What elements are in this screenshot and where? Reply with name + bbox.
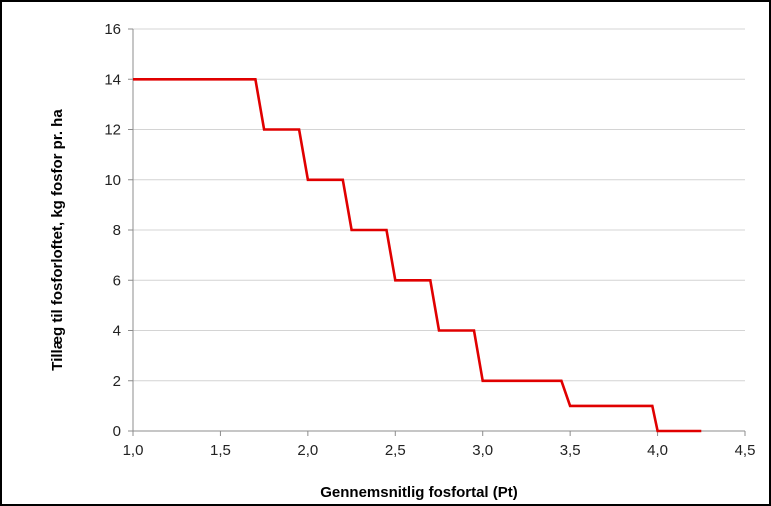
x-axis-title: Gennemsnitlig fosfortal (Pt) <box>320 484 518 501</box>
x-tick-label-7: 4,5 <box>735 442 756 459</box>
x-tick-label-1: 1,5 <box>210 442 231 459</box>
x-tick-label-5: 3,5 <box>560 442 581 459</box>
y-tick-label-4: 4 <box>113 323 121 340</box>
x-tick-labels: 1,0 1,5 2,0 2,5 3,0 3,5 4,0 4,5 <box>123 442 756 459</box>
y-tick-label-6: 6 <box>113 272 121 289</box>
series-line-0 <box>133 78 702 433</box>
y-tick-label-2: 2 <box>113 373 121 390</box>
y-tick-label-0: 0 <box>113 423 121 440</box>
y-tick-label-10: 10 <box>104 172 121 189</box>
x-tick-label-0: 1,0 <box>123 442 144 459</box>
axes <box>128 28 746 436</box>
y-tick-label-12: 12 <box>104 122 121 139</box>
grid-lines <box>133 28 745 382</box>
x-tick-label-3: 2,5 <box>385 442 406 459</box>
y-tick-labels: 0 2 4 6 8 10 12 14 16 <box>104 21 121 440</box>
y-tick-label-8: 8 <box>113 222 121 239</box>
x-tick-label-2: 2,0 <box>297 442 318 459</box>
y-tick-label-16: 16 <box>104 21 121 38</box>
y-tick-label-14: 14 <box>104 71 121 88</box>
x-tick-label-6: 4,0 <box>647 442 668 459</box>
x-tick-label-4: 3,0 <box>472 442 493 459</box>
series-group <box>133 78 702 433</box>
y-axis-title: Tillæg til fosforloftet, kg fosfor pr. h… <box>49 109 66 371</box>
